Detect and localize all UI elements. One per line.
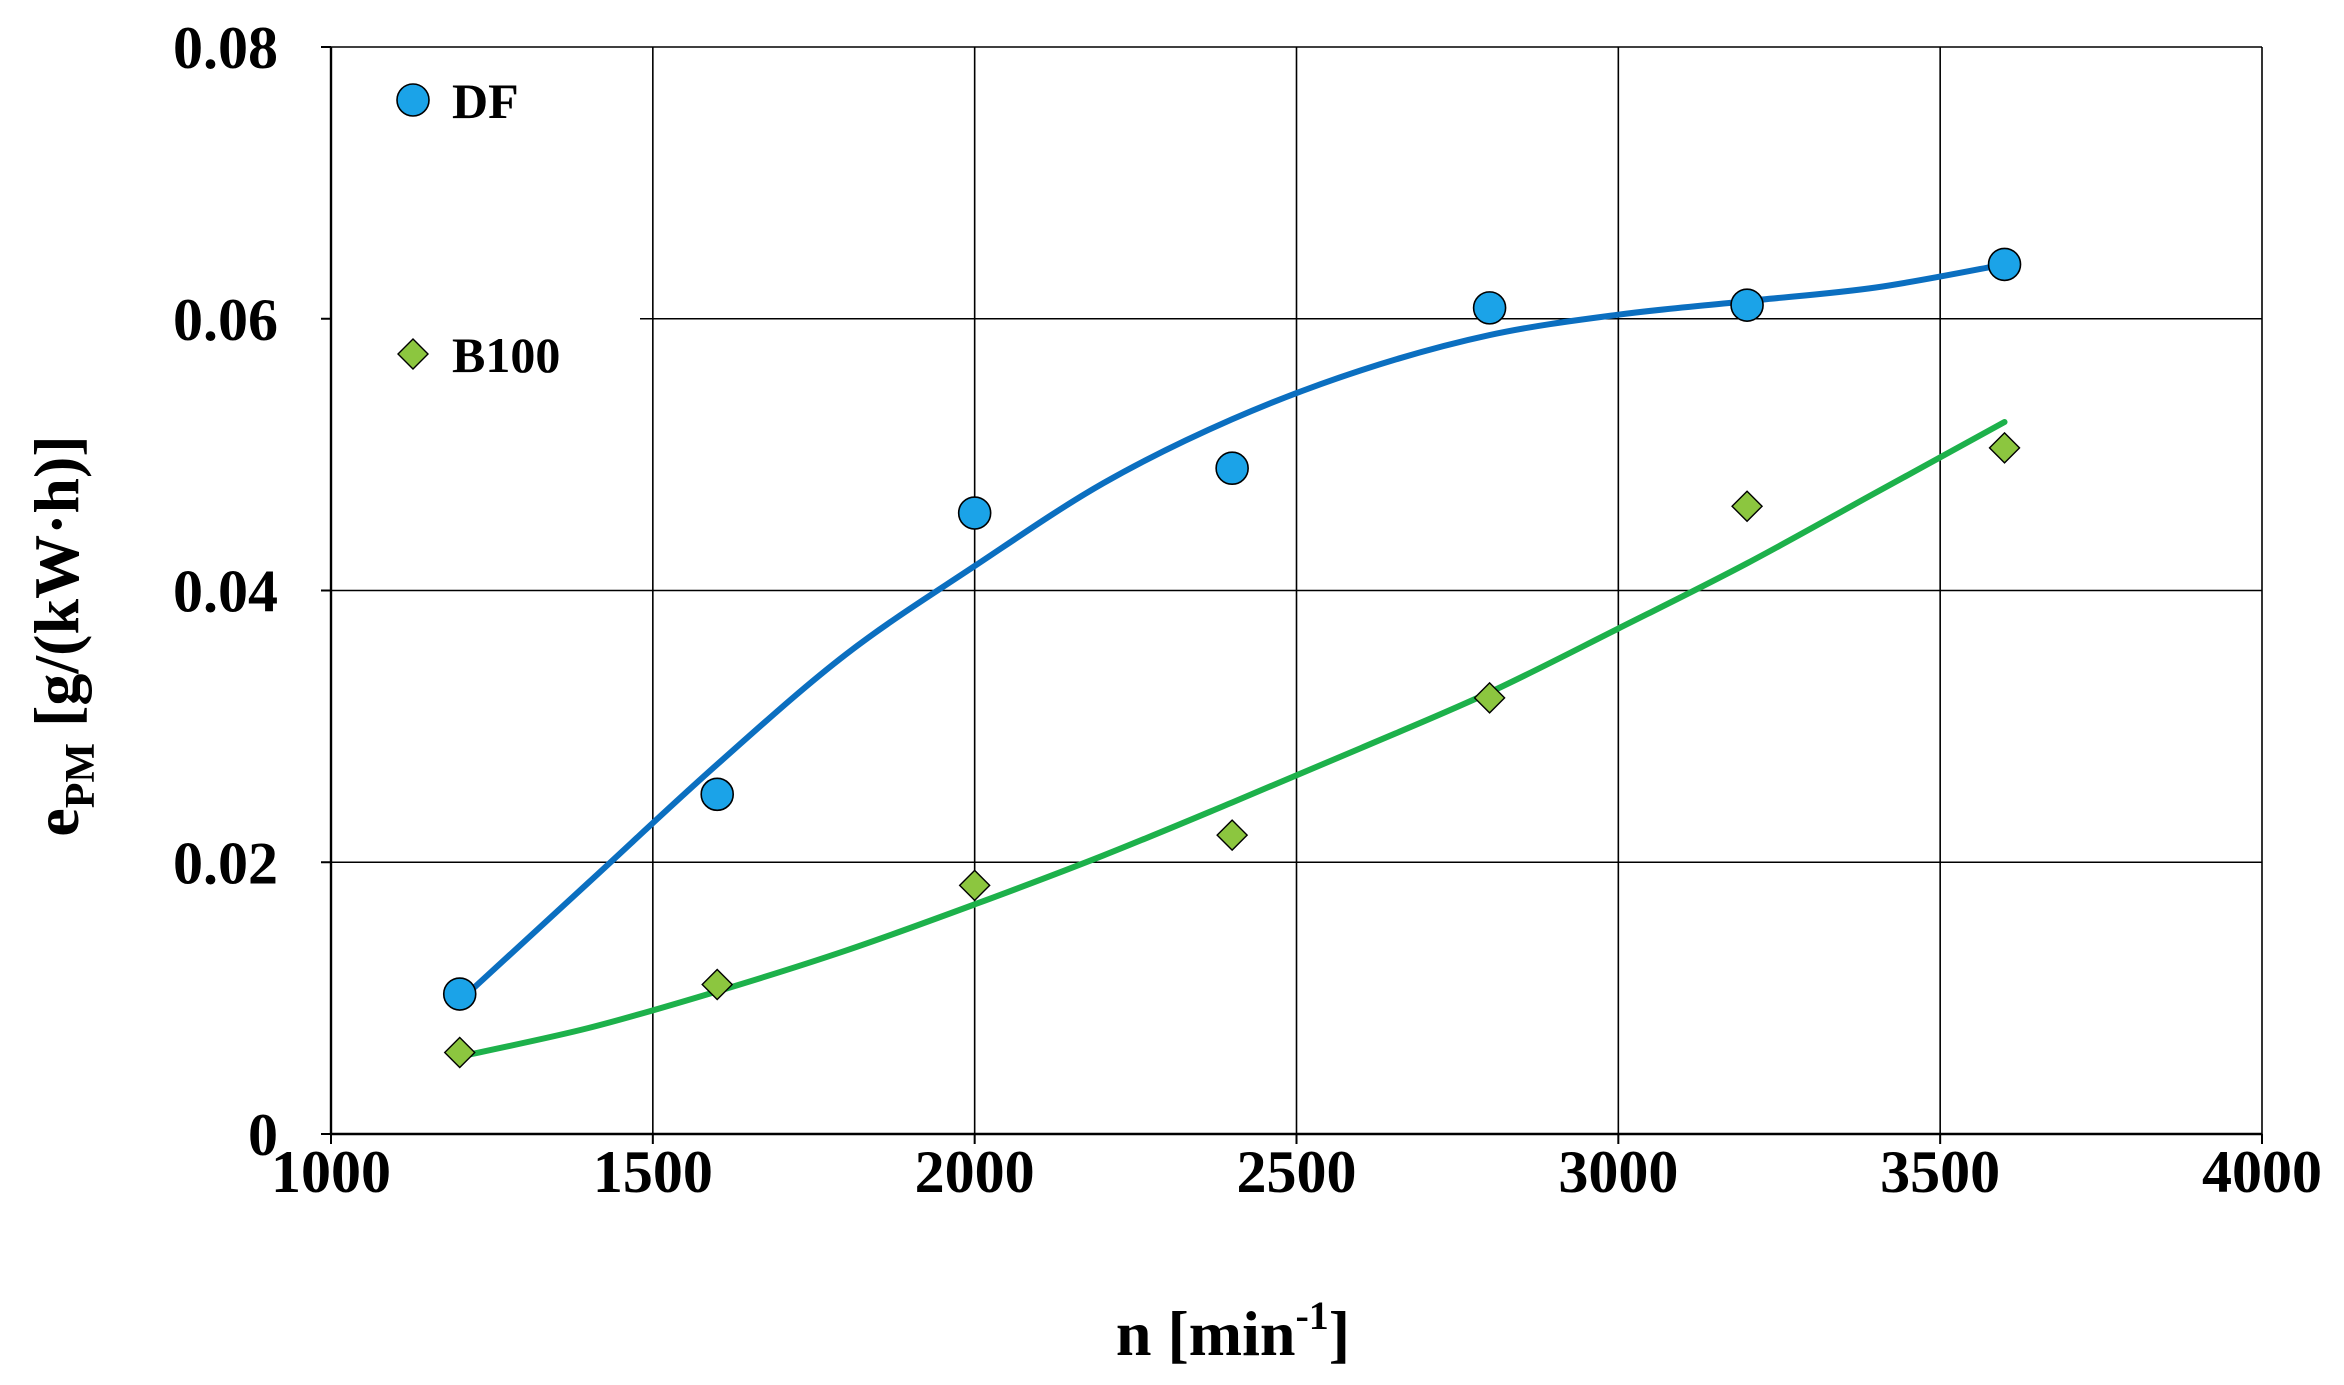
data-point-df <box>1730 288 1764 322</box>
legend-marker-df <box>396 83 430 117</box>
x-tick-label: 4000 <box>2202 1139 2322 1205</box>
tick-labels: 1000 1500 2000 2500 3000 3500 4000 0 0.02 0.04 0.0… <box>173 15 2322 1205</box>
y-axis-title-sub: PM <box>58 743 104 808</box>
x-axis-title-sup: -1 <box>1295 1293 1328 1338</box>
data-point-df <box>442 977 477 1011</box>
data-point-b100 <box>1731 490 1764 523</box>
x-axis-title-tail: ] <box>1329 1298 1350 1369</box>
legend-label-b100: B100 <box>452 327 560 383</box>
x-axis-title: n [min-1] <box>1116 1293 1350 1369</box>
series-df <box>442 247 2022 1011</box>
y-axis-title-base: e <box>21 808 92 836</box>
data-point-df <box>1215 451 1249 486</box>
data-point-df <box>957 496 992 530</box>
y-tick-label: 0 <box>248 1102 278 1168</box>
x-tick-label: 3500 <box>1880 1139 2000 1205</box>
data-point-df <box>1472 291 1507 325</box>
x-tick-label: 3000 <box>1558 1139 1678 1205</box>
series-b100 <box>443 419 2021 1069</box>
x-tick-label: 2000 <box>915 1139 1035 1205</box>
legend-label-df: DF <box>452 73 519 129</box>
data-point-df <box>1987 247 2022 282</box>
y-tick-label: 0.04 <box>173 559 278 625</box>
trend-line-b100 <box>456 419 2008 1060</box>
y-axis-title-tail: [g/(kW·h)] <box>21 435 92 743</box>
legend-marker-b100 <box>397 338 429 370</box>
data-point-b100 <box>958 869 991 902</box>
x-axis-title-base: n [min <box>1116 1298 1296 1369</box>
x-tick-label: 2500 <box>1237 1139 1357 1205</box>
y-axis-title: ePM [g/(kW·h)] <box>21 435 104 836</box>
y-tick-label: 0.06 <box>173 287 278 353</box>
data-point-b100 <box>1216 819 1249 852</box>
data-point-df <box>700 777 735 812</box>
data-point-b100 <box>701 968 734 1001</box>
x-tick-label: 1000 <box>271 1139 391 1205</box>
trend-line-df <box>456 261 2008 1004</box>
data-point-b100 <box>1473 681 1506 714</box>
legend: DF B100 <box>396 73 560 383</box>
legend-item-df: DF <box>396 73 519 129</box>
y-tick-label: 0.08 <box>173 15 278 81</box>
data-point-b100 <box>1988 431 2021 464</box>
x-tick-label: 1500 <box>593 1139 713 1205</box>
grid <box>321 46 2263 1144</box>
series <box>442 247 2022 1069</box>
data-point-b100 <box>443 1036 476 1069</box>
legend-item-b100: B100 <box>397 327 560 383</box>
y-tick-label: 0.02 <box>173 830 278 896</box>
